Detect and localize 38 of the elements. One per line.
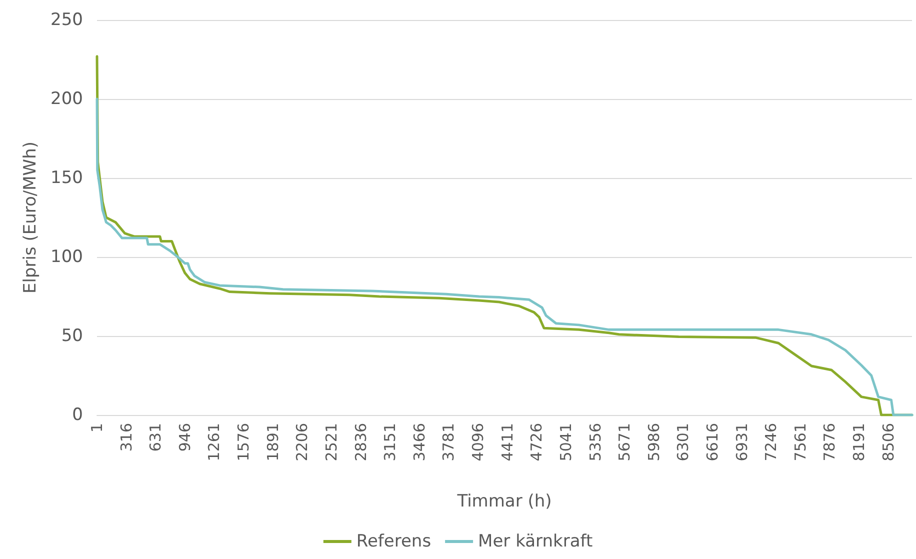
y-tick-label: 250 xyxy=(50,10,83,30)
y-tick-label: 150 xyxy=(50,168,83,188)
x-tick-label: 3151 xyxy=(381,423,400,462)
x-tick-label: 8506 xyxy=(879,423,898,462)
y-tick-label: 0 xyxy=(72,405,83,425)
x-tick-label: 1576 xyxy=(234,423,253,462)
legend-label: Referens xyxy=(356,532,432,552)
x-tick-label: 6301 xyxy=(674,423,692,462)
x-tick-label: 316 xyxy=(117,423,136,452)
y-tick-label: 100 xyxy=(50,247,83,267)
y-tick-label: 200 xyxy=(50,89,83,109)
y-tick-label: 50 xyxy=(61,326,83,346)
x-tick-label: 7246 xyxy=(762,423,780,462)
x-tick-label: 3781 xyxy=(440,423,458,462)
x-tick-label: 2521 xyxy=(322,423,340,462)
x-tick-label: 4096 xyxy=(469,423,488,462)
x-tick-label: 7876 xyxy=(820,423,839,462)
x-tick-label: 3466 xyxy=(410,423,428,462)
x-tick-label: 1 xyxy=(88,423,106,433)
legend-label: Mer kärnkraft xyxy=(478,532,593,552)
x-tick-label: 7561 xyxy=(791,423,810,462)
x-tick-label: 946 xyxy=(176,423,194,452)
x-tick-label: 5986 xyxy=(644,423,663,462)
x-tick-label: 6616 xyxy=(704,423,722,462)
x-axis-title: Timmar (h) xyxy=(456,492,552,512)
y-axis-title: Elpris (Euro/MWh) xyxy=(20,141,40,294)
x-tick-label: 2836 xyxy=(352,423,370,462)
x-tick-label: 4726 xyxy=(528,423,546,462)
x-tick-label: 5671 xyxy=(616,423,634,462)
x-tick-label: 6931 xyxy=(732,423,751,462)
x-tick-label: 8191 xyxy=(850,423,868,462)
x-tick-label: 631 xyxy=(146,423,165,452)
x-tick-label: 1261 xyxy=(205,423,224,462)
x-tick-label: 5041 xyxy=(556,423,575,462)
x-tick-label: 4411 xyxy=(498,423,516,462)
x-tick-label: 1891 xyxy=(264,423,282,462)
x-tick-label: 5356 xyxy=(586,423,604,462)
x-tick-label: 2206 xyxy=(293,423,312,462)
